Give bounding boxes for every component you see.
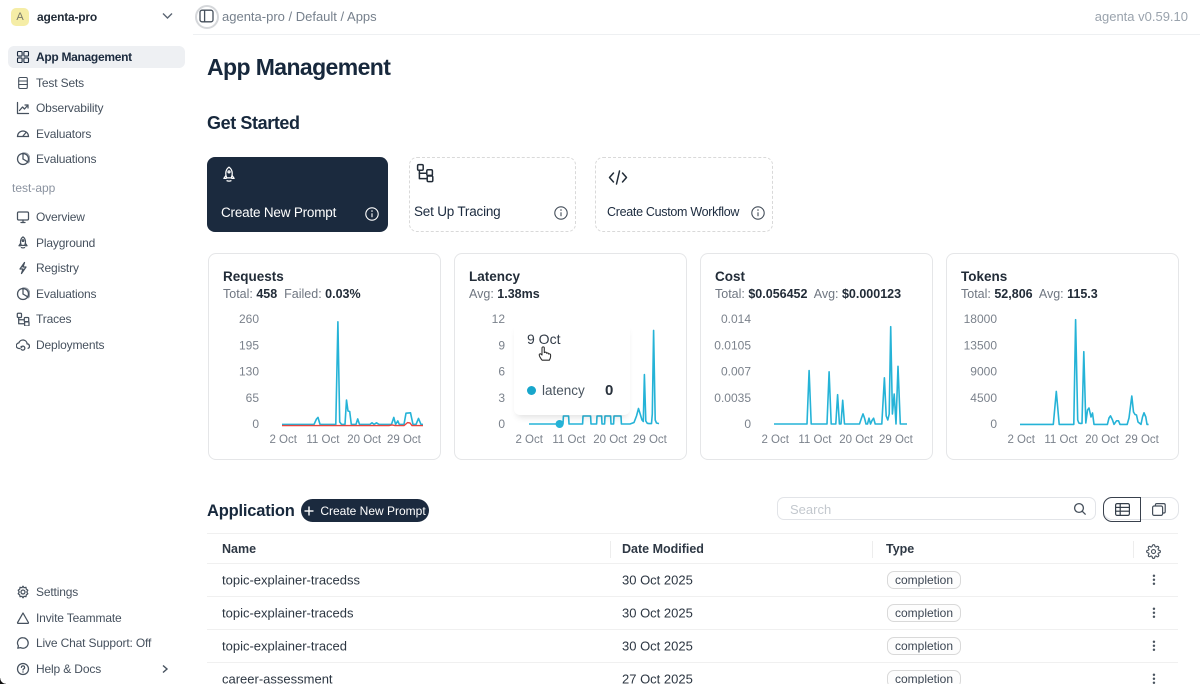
svg-text:195: 195 (239, 338, 259, 352)
svg-text:13500: 13500 (964, 338, 998, 352)
svg-text:0: 0 (744, 417, 751, 431)
svg-text:20 Oct: 20 Oct (1085, 434, 1120, 446)
svg-text:0: 0 (990, 417, 997, 431)
svg-text:29 Oct: 29 Oct (879, 434, 914, 446)
svg-text:29 Oct: 29 Oct (1125, 434, 1160, 446)
svg-text:20 Oct: 20 Oct (593, 434, 628, 446)
svg-text:0.014: 0.014 (721, 312, 751, 326)
svg-text:9000: 9000 (970, 365, 997, 379)
svg-text:6: 6 (498, 365, 505, 379)
svg-text:11 Oct: 11 Oct (306, 434, 340, 446)
svg-text:130: 130 (239, 365, 259, 379)
svg-text:11 Oct: 11 Oct (798, 434, 832, 446)
svg-text:20 Oct: 20 Oct (347, 434, 382, 446)
svg-text:2 Oct: 2 Oct (515, 434, 543, 446)
svg-text:12: 12 (492, 312, 506, 326)
svg-text:3: 3 (498, 391, 505, 405)
svg-text:9: 9 (498, 338, 505, 352)
svg-text:0.007: 0.007 (721, 365, 751, 379)
svg-text:20 Oct: 20 Oct (839, 434, 874, 446)
svg-text:2 Oct: 2 Oct (1007, 434, 1035, 446)
svg-text:0: 0 (498, 417, 505, 431)
svg-text:0.0105: 0.0105 (714, 338, 751, 352)
svg-text:4500: 4500 (970, 391, 997, 405)
svg-text:0: 0 (252, 417, 259, 431)
svg-text:0.0035: 0.0035 (714, 391, 751, 405)
svg-text:18000: 18000 (964, 312, 998, 326)
svg-text:65: 65 (246, 391, 260, 405)
svg-text:2 Oct: 2 Oct (269, 434, 297, 446)
svg-text:2 Oct: 2 Oct (761, 434, 789, 446)
svg-text:11 Oct: 11 Oct (1044, 434, 1078, 446)
svg-text:260: 260 (239, 312, 259, 326)
svg-text:11 Oct: 11 Oct (552, 434, 586, 446)
svg-text:29 Oct: 29 Oct (633, 434, 668, 446)
svg-text:29 Oct: 29 Oct (387, 434, 422, 446)
